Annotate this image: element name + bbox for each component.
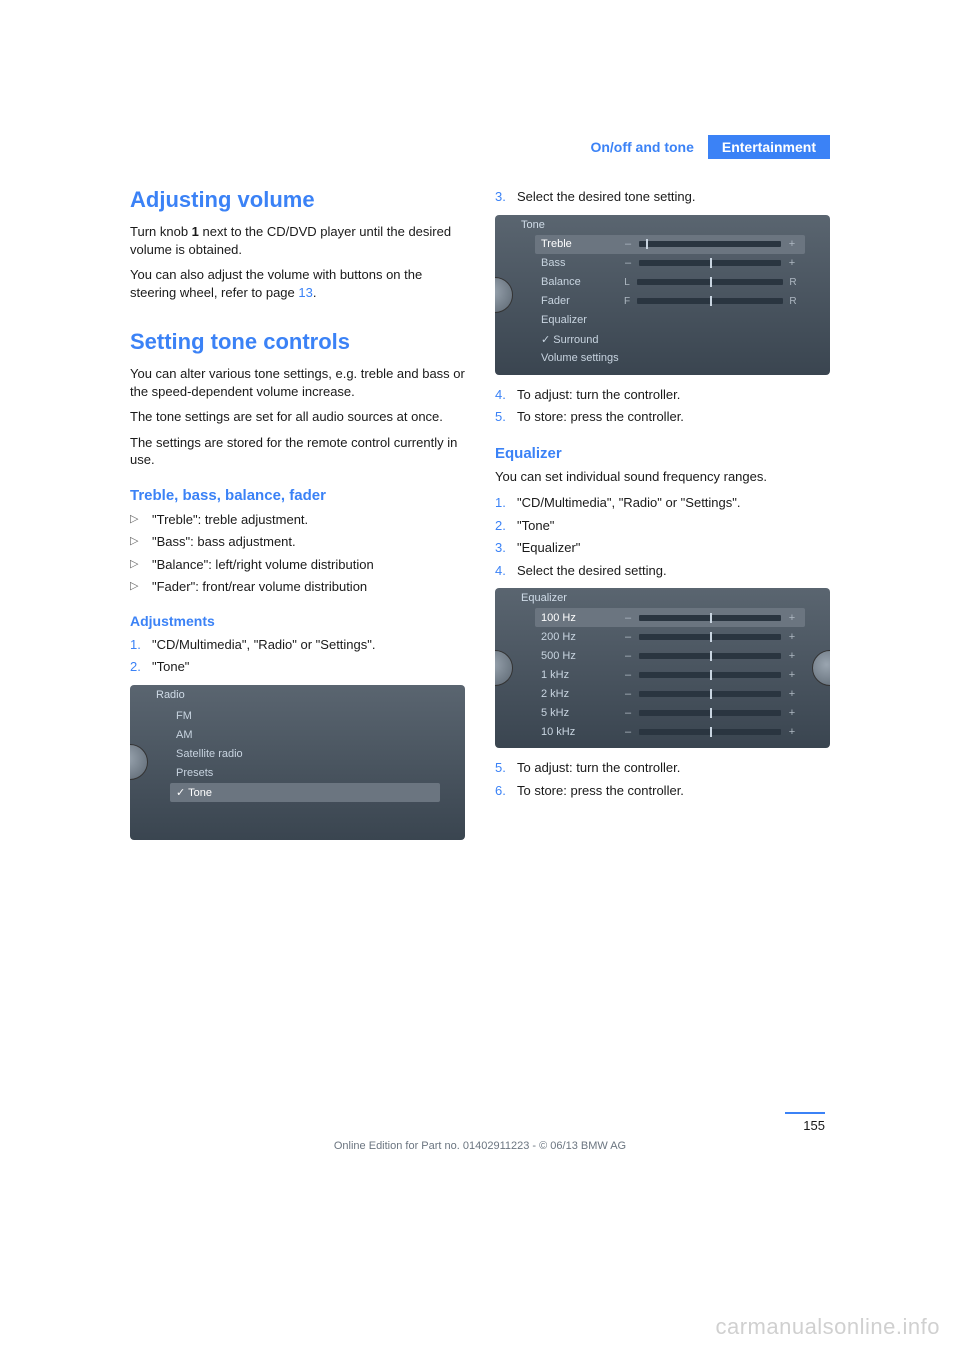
step-num: 5.: [495, 758, 506, 778]
para-steering-post: .: [313, 285, 317, 300]
steps-after-tone: 4. To adjust: turn the controller. 5. To s…: [495, 385, 830, 427]
list-item: 2."Tone": [495, 516, 830, 536]
bullet-list-tbbf: "Treble": treble adjustment. "Bass": bas…: [130, 510, 465, 597]
footer-line: Online Edition for Part no. 01402911223 …: [0, 1140, 960, 1152]
menu-row: 1 kHz–+: [535, 665, 805, 684]
menu-row: Satellite radio: [170, 745, 440, 764]
screen-menu: 100 Hz–+ 200 Hz–+ 500 Hz–+ 1 kHz–+ 2 kHz…: [535, 608, 805, 741]
list-item: "Bass": bass adjustment.: [130, 532, 465, 552]
screenshot-tone-menu: Tone Treble–+ Bass–+ BalanceLR FaderFR E…: [495, 215, 830, 375]
idrive-knob-icon: [812, 650, 830, 686]
para-eq: You can set individual sound frequency r…: [495, 468, 830, 486]
page-number-bar: [785, 1112, 825, 1114]
menu-row: AM: [170, 726, 440, 745]
para-tone-1: You can alter various tone settings, e.g…: [130, 365, 465, 400]
steps-eq: 1."CD/Multimedia", "Radio" or "Settings"…: [495, 493, 830, 580]
step-text: To adjust: turn the controller.: [517, 760, 680, 775]
menu-row-selected: Treble–+: [535, 235, 805, 254]
step-text: To adjust: turn the controller.: [517, 387, 680, 402]
screen-title: Equalizer: [521, 592, 567, 604]
menu-row: Presets: [170, 764, 440, 783]
screen-menu: Treble–+ Bass–+ BalanceLR FaderFR Equali…: [535, 235, 805, 368]
para-steering: You can also adjust the volume with butt…: [130, 266, 465, 301]
menu-row: BalanceLR: [535, 273, 805, 292]
step-text: "CD/Multimedia", "Radio" or "Settings".: [517, 495, 741, 510]
list-item: 1."CD/Multimedia", "Radio" or "Settings"…: [495, 493, 830, 513]
list-item: 5. To store: press the controller.: [495, 407, 830, 427]
list-item: 1."CD/Multimedia", "Radio" or "Settings"…: [130, 635, 465, 655]
steps-adjustments: 1."CD/Multimedia", "Radio" or "Settings"…: [130, 635, 465, 677]
step-text: Select the desired tone setting.: [517, 189, 696, 204]
step-text: To store: press the controller.: [517, 409, 684, 424]
menu-row-selected: Tone: [170, 783, 440, 802]
two-column-layout: Adjusting volume Turn knob 1 next to the…: [130, 187, 830, 850]
steps-after-eq: 5. To adjust: turn the controller. 6. To s…: [495, 758, 830, 800]
list-item: 5. To adjust: turn the controller.: [495, 758, 830, 778]
menu-row: Surround: [535, 330, 805, 349]
heading-setting-tone: Setting tone controls: [130, 329, 465, 355]
right-column: 3. Select the desired tone setting. Tone …: [495, 187, 830, 850]
list-item: 4. To adjust: turn the controller.: [495, 385, 830, 405]
screen-title: Tone: [521, 219, 545, 231]
list-item: 2."Tone": [130, 657, 465, 677]
menu-row: 2 kHz–+: [535, 684, 805, 703]
step-num: 5.: [495, 407, 506, 427]
menu-row: Volume settings: [535, 349, 805, 368]
left-column: Adjusting volume Turn knob 1 next to the…: [130, 187, 465, 850]
menu-row: Bass–+: [535, 254, 805, 273]
para-turnknob: Turn knob 1 next to the CD/DVD player un…: [130, 223, 465, 258]
step-text: To store: press the controller.: [517, 783, 684, 798]
step-text: "CD/Multimedia", "Radio" or "Settings".: [152, 637, 376, 652]
heading-adjustments: Adjustments: [130, 613, 465, 629]
list-item: 4.Select the desired setting.: [495, 561, 830, 581]
step-text: Select the desired setting.: [517, 563, 667, 578]
step-num: 3.: [495, 187, 506, 207]
header-chapter: Entertainment: [708, 135, 830, 159]
menu-row: 10 kHz–+: [535, 722, 805, 741]
menu-row-selected: 100 Hz–+: [535, 608, 805, 627]
list-item: 6. To store: press the controller.: [495, 781, 830, 801]
screenshot-radio-menu: Radio FM AM Satellite radio Presets Tone: [130, 685, 465, 840]
idrive-knob-icon: [130, 744, 148, 780]
menu-row: 5 kHz–+: [535, 703, 805, 722]
heading-tbbf: Treble, bass, balance, fader: [130, 487, 465, 504]
list-item: "Treble": treble adjustment.: [130, 510, 465, 530]
list-item: 3. Select the desired tone setting.: [495, 187, 830, 207]
screen-title: Radio: [156, 689, 185, 701]
heading-equalizer: Equalizer: [495, 445, 830, 462]
heading-adjusting-volume: Adjusting volume: [130, 187, 465, 213]
step-num: 6.: [495, 781, 506, 801]
list-item: "Balance": left/right volume distributio…: [130, 555, 465, 575]
menu-row: FM: [170, 707, 440, 726]
screenshot-equalizer: Equalizer 100 Hz–+ 200 Hz–+ 500 Hz–+ 1 k…: [495, 588, 830, 748]
header-section: On/off and tone: [576, 135, 707, 159]
para-steering-pre: You can also adjust the volume with butt…: [130, 267, 422, 300]
step-num: 4.: [495, 385, 506, 405]
menu-row: Equalizer: [535, 311, 805, 330]
list-item: "Fader": front/rear volume distribution: [130, 577, 465, 597]
screen-menu: FM AM Satellite radio Presets Tone: [170, 707, 440, 802]
header-tabs: On/off and tone Entertainment: [130, 135, 830, 159]
page-link-13[interactable]: 13: [298, 285, 312, 300]
step-text: "Equalizer": [517, 540, 580, 555]
page-content: On/off and tone Entertainment Adjusting …: [130, 135, 830, 850]
step-text: "Tone": [517, 518, 554, 533]
menu-row: FaderFR: [535, 292, 805, 311]
idrive-knob-icon: [495, 277, 513, 313]
page-number: 155: [785, 1112, 825, 1133]
menu-row: 200 Hz–+: [535, 627, 805, 646]
list-item: 3."Equalizer": [495, 538, 830, 558]
idrive-knob-icon: [495, 650, 513, 686]
menu-row: 500 Hz–+: [535, 646, 805, 665]
watermark: carmanualsonline.info: [715, 1314, 940, 1340]
page-number-text: 155: [803, 1118, 825, 1133]
para-tone-3: The settings are stored for the remote c…: [130, 434, 465, 469]
step-text: "Tone": [152, 659, 189, 674]
steps-continued: 3. Select the desired tone setting.: [495, 187, 830, 207]
para-tone-2: The tone settings are set for all audio …: [130, 408, 465, 426]
